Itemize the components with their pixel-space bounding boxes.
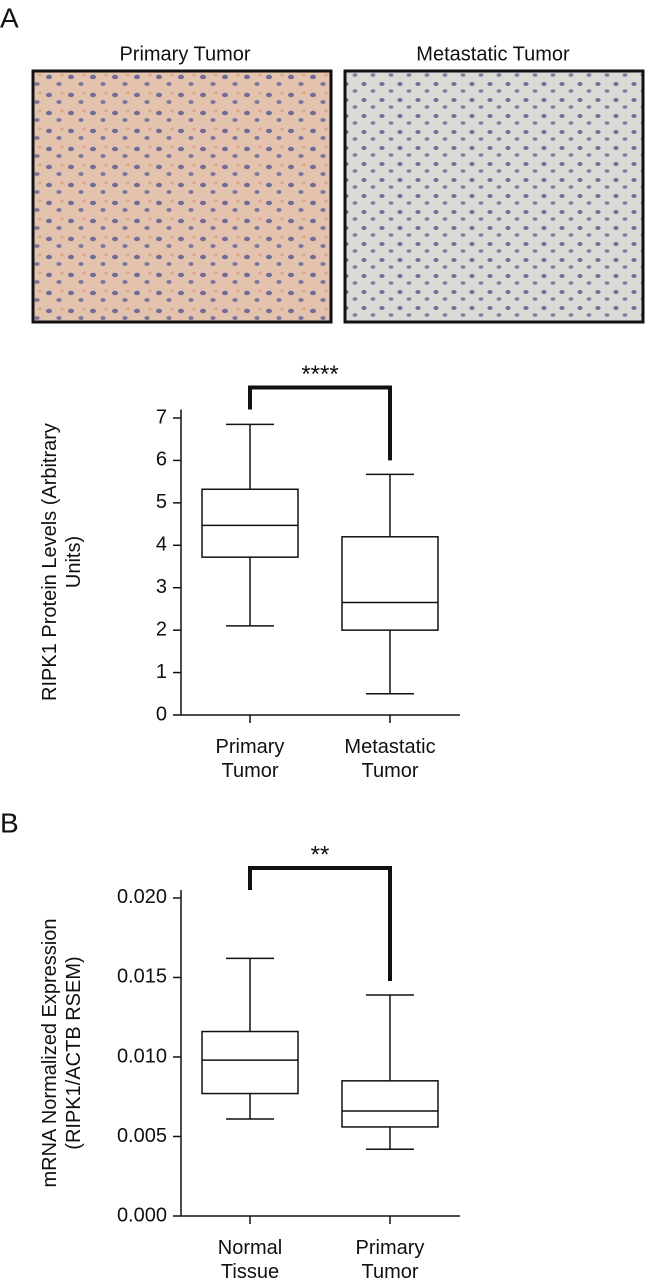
y-tick-label: 0: [156, 703, 167, 725]
significance-bracket: [248, 385, 392, 461]
significance-bracket: [248, 866, 392, 981]
y-tick-label: 5: [156, 491, 167, 513]
micrograph: [31, 69, 333, 324]
panel-label: A: [0, 2, 19, 33]
y-tick-label: 2: [156, 618, 167, 640]
box: [201, 488, 299, 558]
x-tick-label: Metastatic Tumor: [344, 736, 436, 782]
y-tick-label: 6: [156, 449, 167, 471]
image-title: Primary Tumor: [119, 43, 250, 65]
y-axis-label: mRNA Normalized Expression (RIPK1/ACTB R…: [39, 918, 85, 1188]
y-tick-label: 0.010: [117, 1045, 167, 1067]
y-tick-label: 0.020: [117, 886, 167, 908]
panel-label: B: [0, 807, 19, 838]
y-tick-label: 3: [156, 576, 167, 598]
box: [341, 536, 439, 631]
significance-label: ****: [301, 361, 338, 388]
x-tick-label: Primary Tumor: [215, 736, 285, 782]
x-tick-label: Primary Tumor: [355, 1237, 425, 1283]
y-tick-label: 4: [156, 534, 167, 556]
box: [201, 1030, 299, 1095]
image-title: Metastatic Tumor: [416, 43, 570, 65]
y-axis-label: RIPK1 Protein Levels (Arbitrary Units): [39, 423, 85, 702]
micrograph: [343, 69, 645, 324]
y-tick-label: 0.005: [117, 1125, 167, 1147]
y-tick-label: 7: [156, 406, 167, 428]
significance-label: **: [311, 841, 330, 868]
y-tick-label: 0.000: [117, 1204, 167, 1226]
x-tick-label: Normal Tissue: [217, 1237, 283, 1283]
y-tick-label: 0.015: [117, 966, 167, 988]
y-tick-label: 1: [156, 661, 167, 683]
box: [341, 1080, 439, 1128]
